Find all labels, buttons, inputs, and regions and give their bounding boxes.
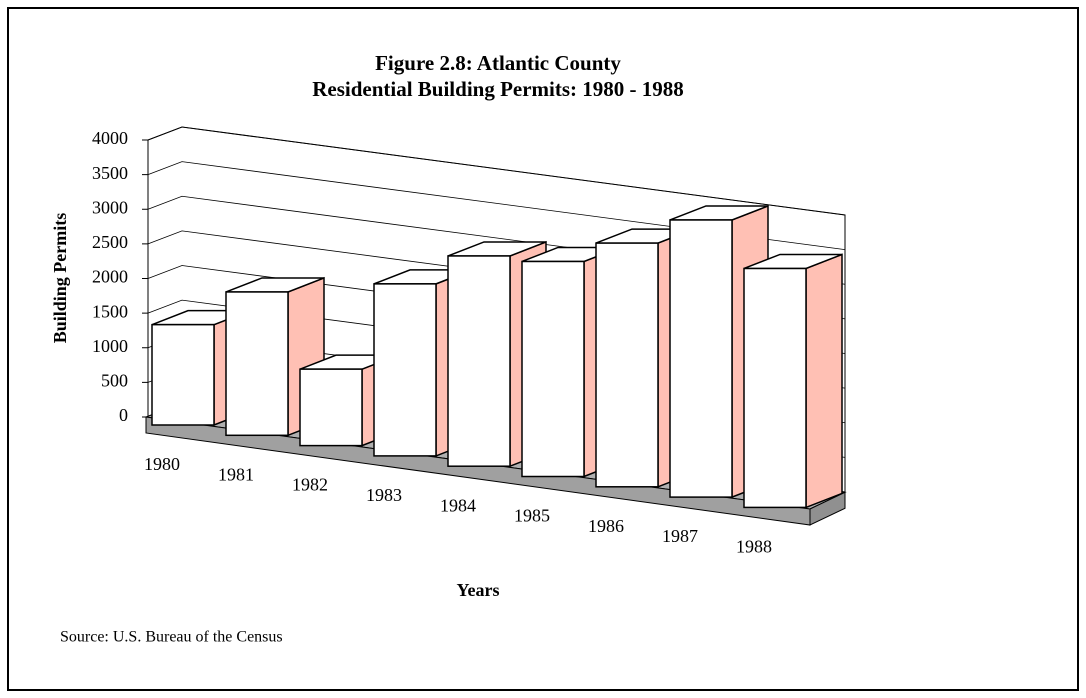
bar (299, 368, 363, 447)
x-axis-title: Years (457, 580, 500, 600)
y-tick-label: 1500 (92, 301, 128, 321)
y-tick-label: 0 (119, 405, 128, 425)
y-axis-title: Building Permits (50, 213, 70, 344)
x-tick-label: 1986 (588, 516, 624, 536)
bar-side (805, 253, 843, 509)
bar (373, 283, 437, 457)
chart-subtitle: Residential Building Permits: 1980 - 198… (312, 77, 684, 101)
y-tick-label: 2500 (92, 232, 128, 252)
x-tick-label: 1982 (292, 475, 328, 495)
grid-line (147, 126, 846, 216)
y-tick-label: 4000 (92, 128, 128, 148)
y-tick-label: 1000 (92, 336, 128, 356)
x-tick-label: 1983 (366, 485, 402, 505)
y-tick-label: 500 (101, 371, 128, 391)
x-tick-label: 1987 (662, 526, 698, 546)
y-tick-label: 2000 (92, 267, 128, 287)
bar (669, 219, 733, 498)
y-tick-label: 3000 (92, 197, 128, 217)
bar (521, 260, 585, 478)
y-tick-label: 3500 (92, 163, 128, 183)
x-tick-label: 1981 (218, 464, 254, 484)
bar (595, 242, 659, 488)
x-tick-label: 1988 (736, 537, 772, 557)
bar (225, 291, 289, 437)
bar (447, 255, 511, 467)
chart-title: Figure 2.8: Atlantic County (375, 51, 621, 75)
bar (151, 323, 215, 426)
source-note: Source: U.S. Bureau of the Census (60, 629, 283, 646)
x-tick-label: 1984 (440, 495, 476, 515)
floor-side (809, 491, 846, 526)
grid-line (147, 161, 846, 251)
bar (743, 267, 807, 509)
x-tick-label: 1985 (514, 506, 550, 526)
x-tick-label: 1980 (144, 454, 180, 474)
